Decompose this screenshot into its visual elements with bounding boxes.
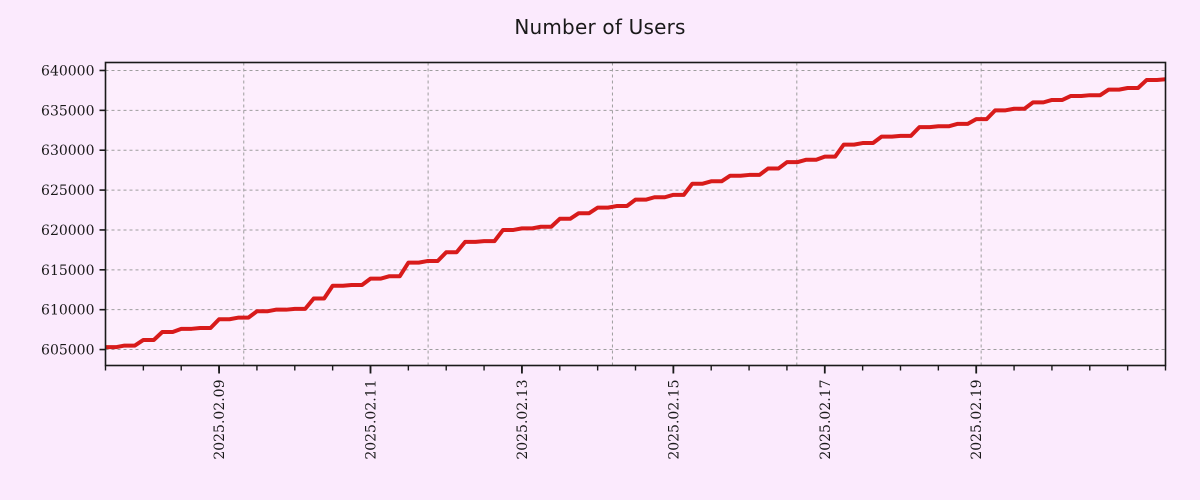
y-tick-label: 625000 <box>41 183 94 199</box>
gridlines <box>105 62 1166 366</box>
y-tick-label: 630000 <box>41 143 94 159</box>
x-tick-label: 2025.02.13 <box>515 380 531 460</box>
x-axis: 2025.02.09 2025.02.11 2025.02.13 2025.02.15… <box>104 365 1167 460</box>
x-tick-label: 2025.02.19 <box>969 380 985 460</box>
y-tick-label: 610000 <box>41 303 94 319</box>
x-tick-label: 2025.02.17 <box>818 380 834 460</box>
y-tick-label: 615000 <box>41 263 94 279</box>
y-tick-label: 605000 <box>41 343 94 359</box>
x-tick-label: 2025.02.11 <box>364 380 380 460</box>
page-title: Number of Users <box>514 15 686 39</box>
x-tick-label: 2025.02.09 <box>212 380 228 460</box>
y-tick-label: 640000 <box>41 63 94 79</box>
x-tick-label: 2025.02.15 <box>666 380 682 460</box>
y-tick-label: 620000 <box>41 223 94 239</box>
plot-background <box>105 62 1166 366</box>
y-axis: 605000 610000 615000 620000 625000 630000 6350… <box>41 63 106 359</box>
y-tick-label: 635000 <box>41 103 94 119</box>
data-series-line <box>105 77 1166 350</box>
